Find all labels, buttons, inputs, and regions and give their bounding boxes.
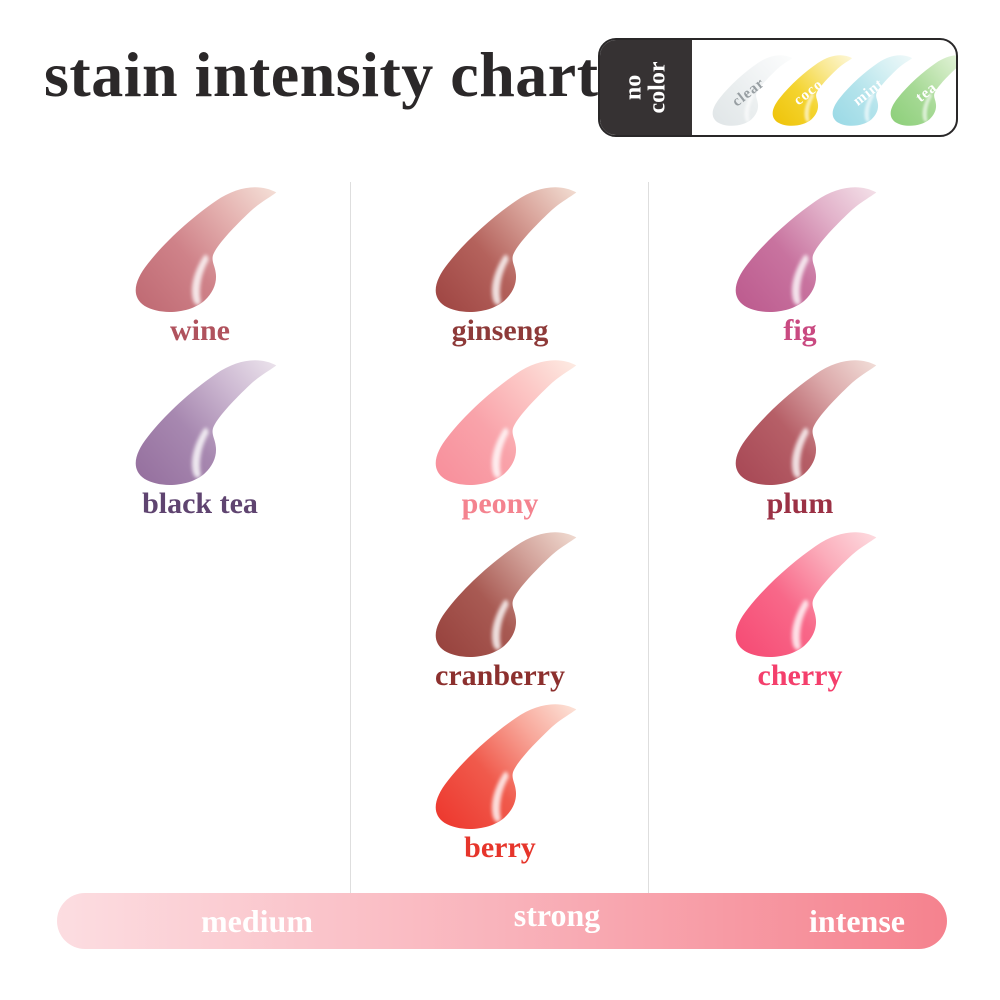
no-color-tab: no color xyxy=(600,40,692,135)
nc1-smear-swatch xyxy=(772,55,853,126)
intensity-scale-bar: medium strong intense xyxy=(57,893,947,949)
column-divider-left xyxy=(350,182,351,893)
nc3-smear-swatch xyxy=(890,55,956,126)
swatch-peony: peony xyxy=(385,355,615,521)
c0r1-smear-swatch xyxy=(135,360,277,485)
c1r3-smear-swatch xyxy=(435,704,577,829)
c1r2-smear-swatch xyxy=(435,532,577,657)
no-color-label: no color xyxy=(620,61,671,114)
swatch-label: peony xyxy=(461,487,539,520)
swatch-cherry: cherry xyxy=(685,527,915,693)
swatch-label: wine xyxy=(170,314,230,347)
no-color-swatch-coco: coco xyxy=(760,52,858,130)
swatch-label: ginseng xyxy=(451,314,549,347)
c2r0-smear-swatch xyxy=(735,187,877,312)
swatch-label: berry xyxy=(464,831,536,864)
swatch-wine: wine xyxy=(85,182,315,348)
c1r0-smear-swatch xyxy=(435,187,577,312)
c2r1-smear-swatch xyxy=(735,360,877,485)
swatch-cranberry: cranberry xyxy=(385,527,615,693)
swatch-fig: fig xyxy=(685,182,915,348)
swatch-berry: berry xyxy=(385,699,615,865)
swatch-label: cranberry xyxy=(435,659,565,692)
swatch-label: cherry xyxy=(757,659,843,692)
no-color-swatch-area: clear coco mint tea xyxy=(692,40,956,135)
no-color-swatch-clear: clear xyxy=(700,52,798,130)
c1r1-smear-swatch xyxy=(435,360,577,485)
c0r0-smear-swatch xyxy=(135,187,277,312)
scale-label-strong: strong xyxy=(513,897,601,933)
nc2-smear-swatch xyxy=(832,55,913,126)
swatch-plum: plum xyxy=(685,355,915,521)
nc0-smear-swatch xyxy=(712,55,793,126)
c2r2-smear-swatch xyxy=(735,532,877,657)
no-color-panel: no color clear coco mint tea xyxy=(598,38,958,137)
scale-label-medium: medium xyxy=(201,903,313,939)
no-color-swatch-mint: mint xyxy=(820,52,918,130)
swatch-ginseng: ginseng xyxy=(385,182,615,348)
swatch-black-tea: black tea xyxy=(85,355,315,521)
no-color-swatch-tea: tea xyxy=(878,52,956,130)
swatch-label: black tea xyxy=(142,487,258,520)
swatch-label: fig xyxy=(783,314,817,347)
page-title: stain intensity chart xyxy=(44,39,599,110)
column-divider-right xyxy=(648,182,649,893)
swatch-label: plum xyxy=(766,487,834,520)
scale-label-intense: intense xyxy=(809,903,905,939)
